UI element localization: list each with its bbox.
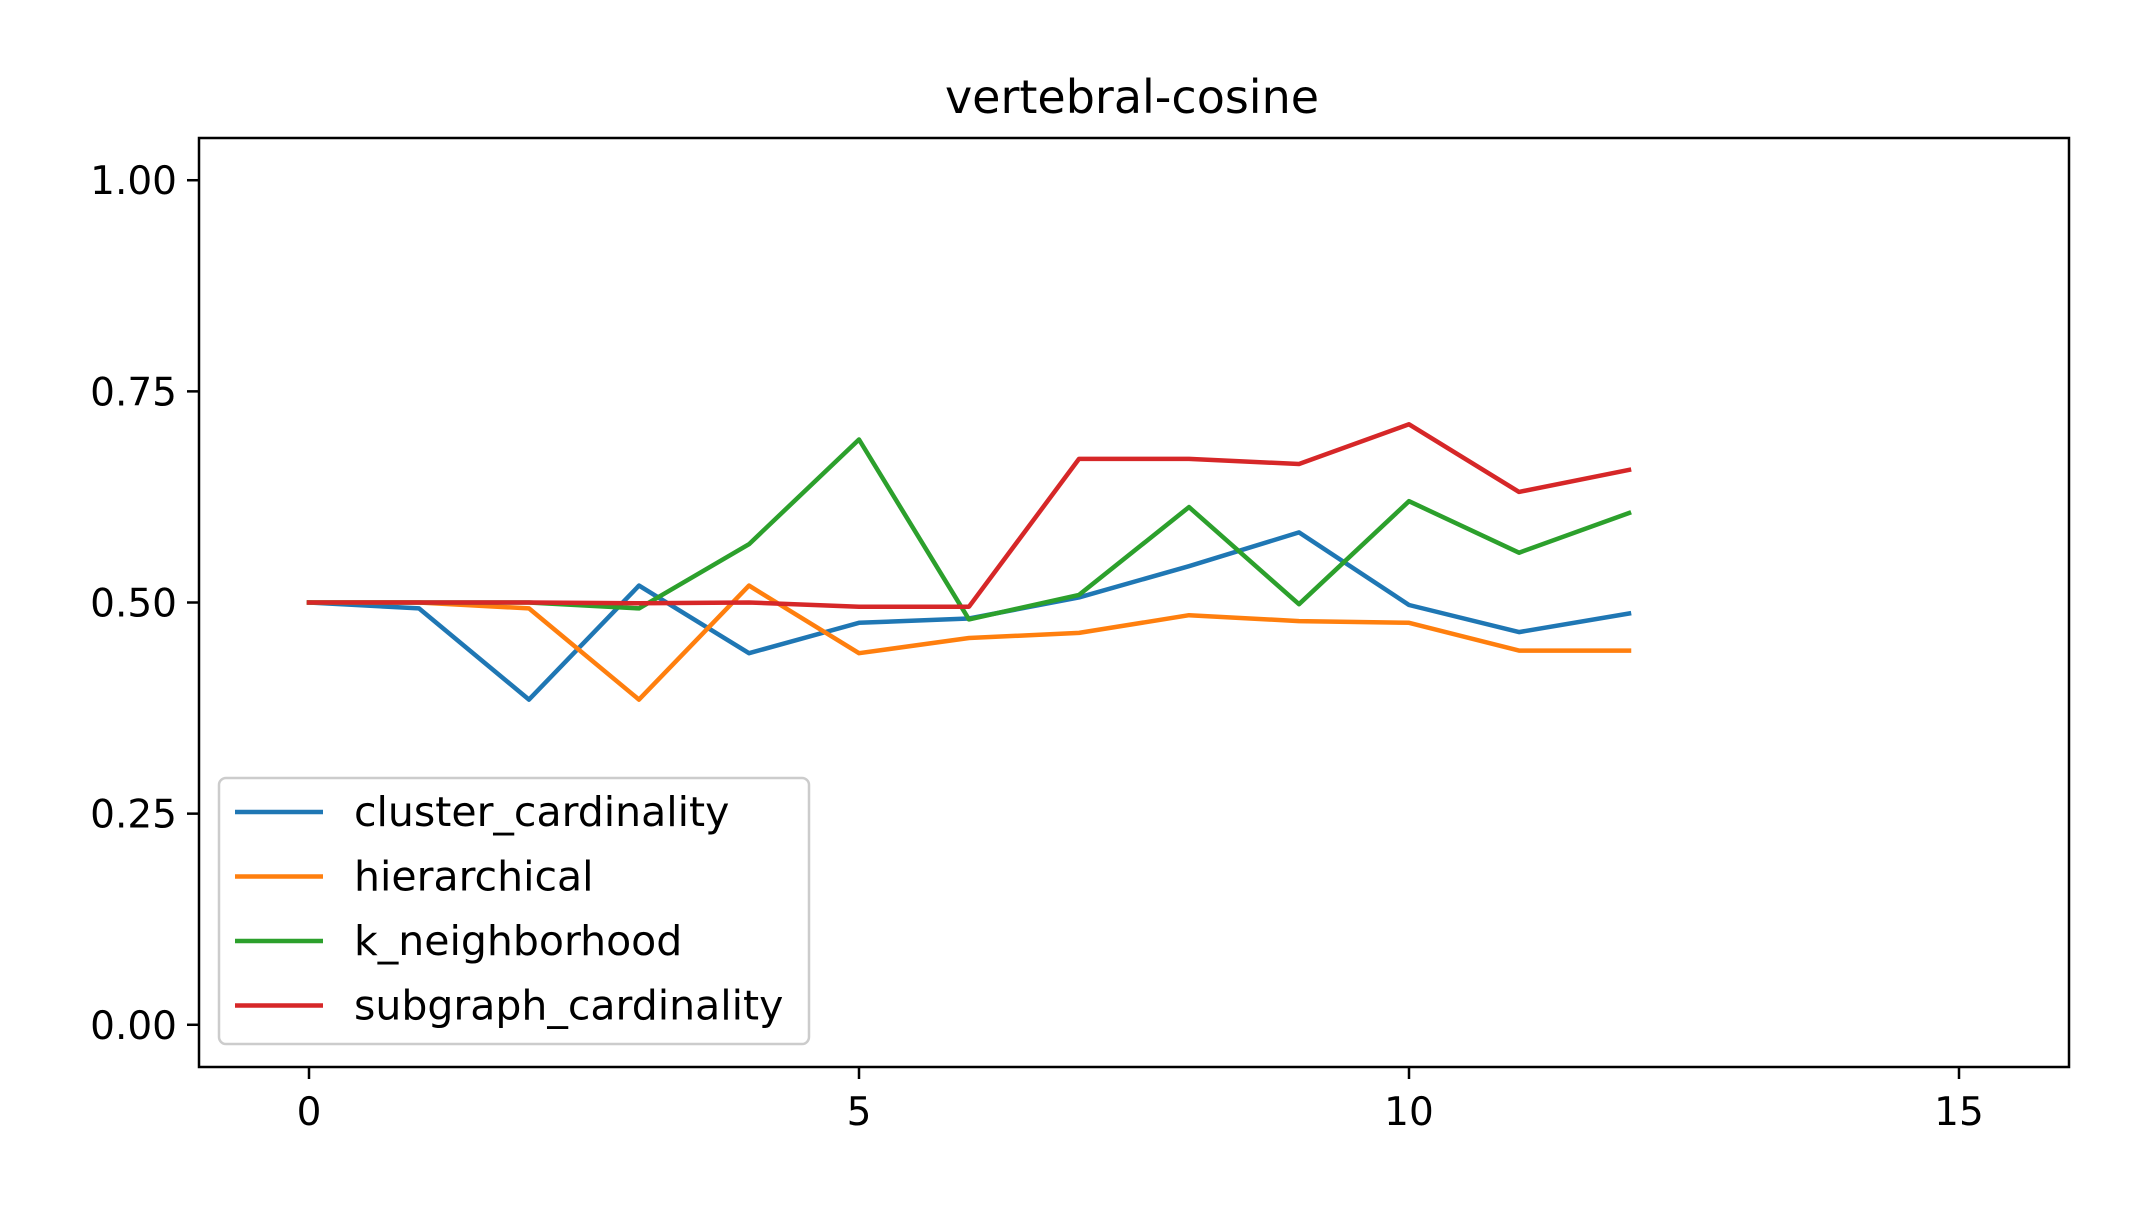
series-line-subgraph_cardinality (306, 422, 1632, 609)
legend-entries: cluster_cardinality hierarchical k_neighbo… (235, 788, 783, 1030)
legend-label-subgraph_cardinality: subgraph_cardinality (354, 982, 783, 1030)
x-tick-label: 10 (1384, 1090, 1434, 1135)
x-tick-label: 0 (297, 1090, 322, 1135)
y-tick-label: 0.25 (90, 793, 177, 838)
legend-label-hierarchical: hierarchical (354, 853, 594, 901)
x-tick-label: 15 (1934, 1090, 1984, 1135)
y-tick-label: 0.50 (90, 582, 177, 627)
y-tick-label: 0.00 (90, 1004, 177, 1049)
y-tick-label: 0.75 (90, 370, 177, 415)
axis-layer: 0 5 10 15 0.00 0.25 0.50 0.75 1.00 (90, 159, 1984, 1135)
x-tick-label: 5 (847, 1090, 872, 1135)
series-layer (306, 422, 1632, 702)
series-line-hierarchical (306, 583, 1632, 702)
chart-title: vertebral-cosine (945, 70, 1319, 124)
legend-label-k_neighborhood: k_neighborhood (354, 917, 682, 965)
legend: cluster_cardinality hierarchical k_neighbo… (217, 776, 811, 1046)
legend-frame (217, 776, 811, 1046)
y-tick-label: 1.00 (90, 159, 177, 204)
legend-label-cluster_cardinality: cluster_cardinality (354, 788, 729, 836)
